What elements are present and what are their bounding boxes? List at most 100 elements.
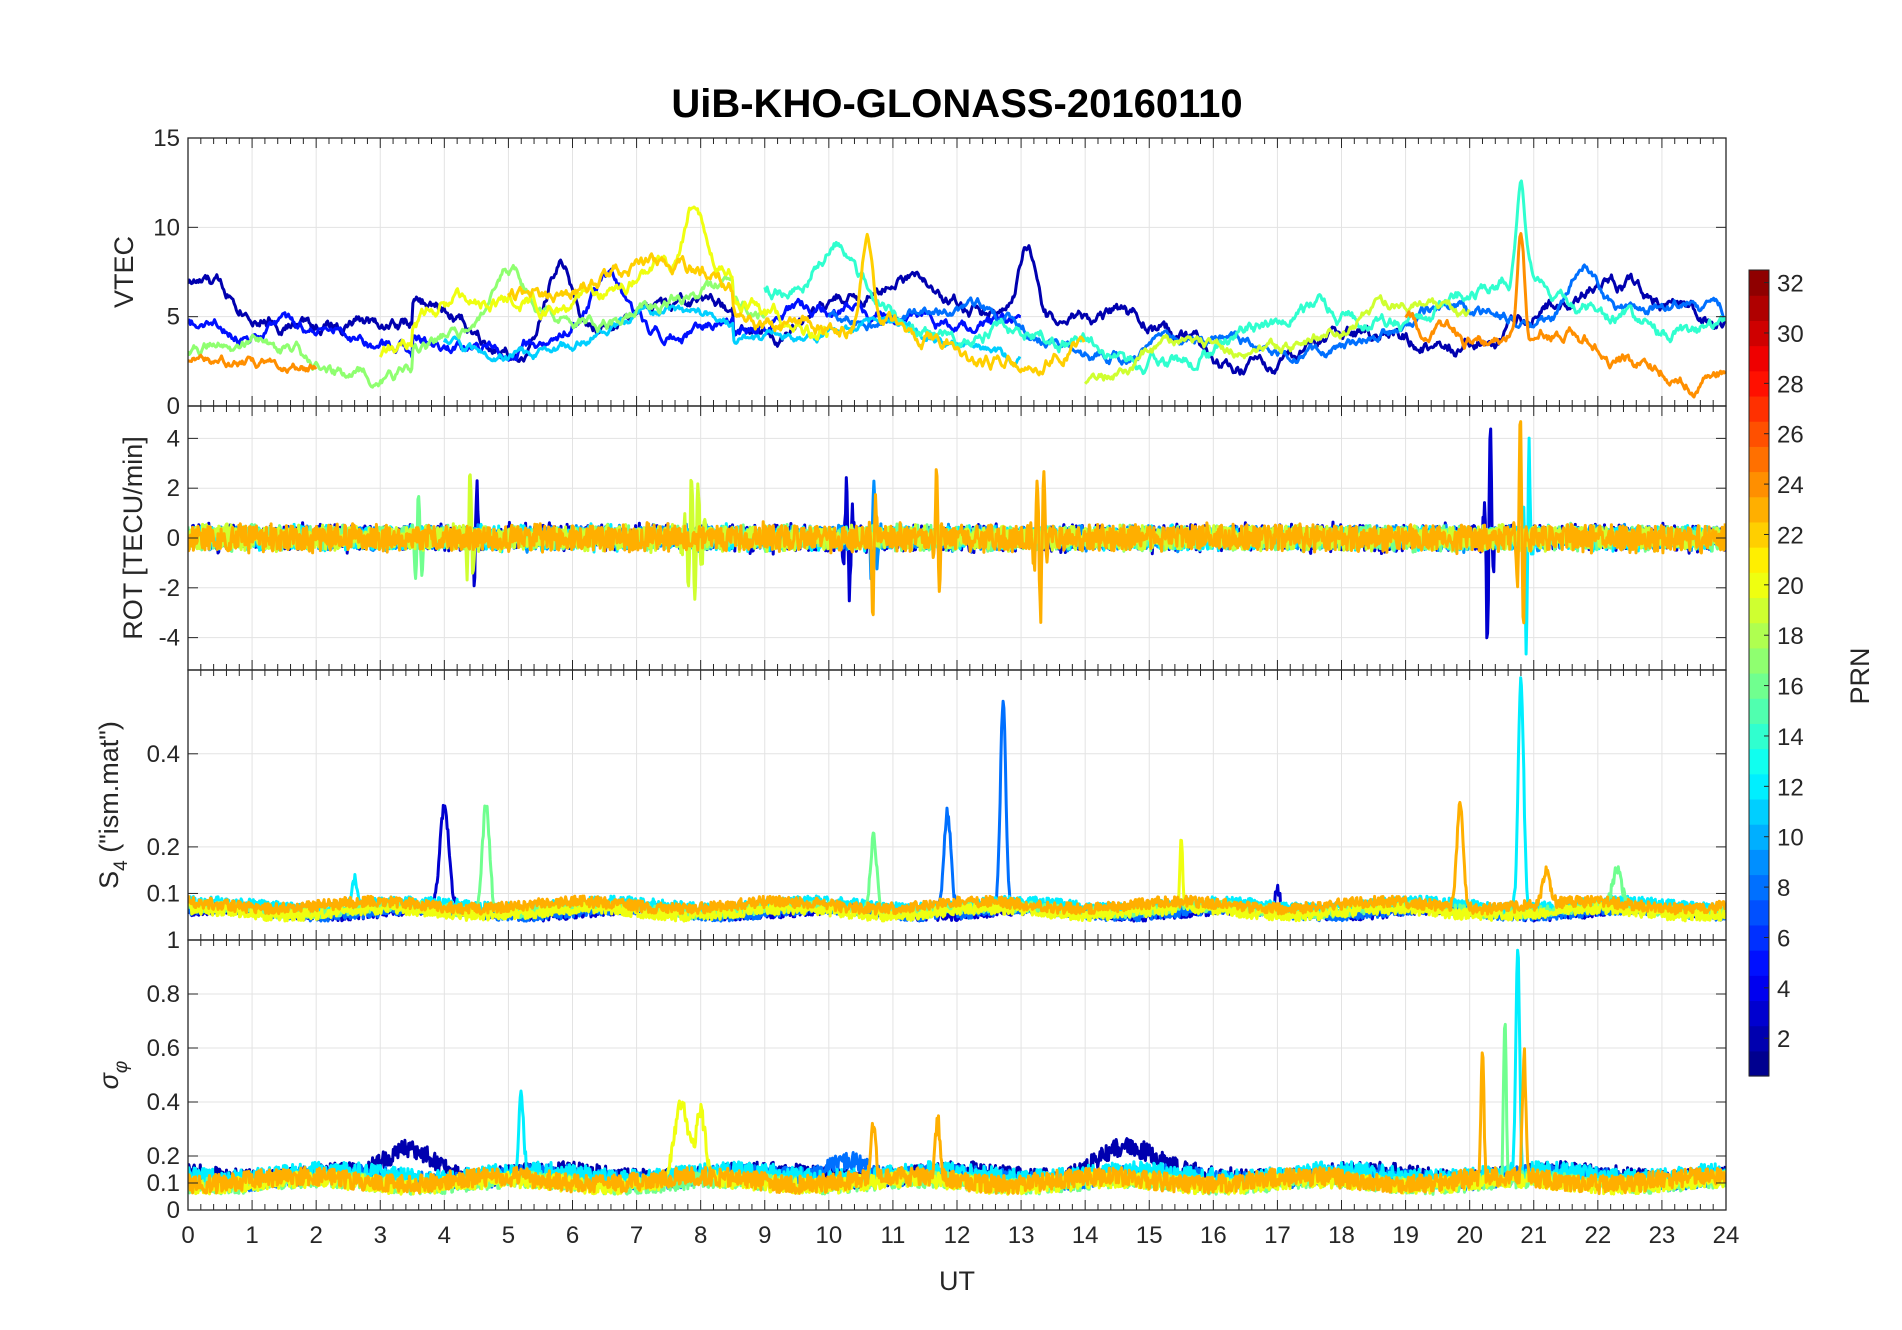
colorbar-cell: [1749, 773, 1769, 800]
colorbar-tick-label: 4: [1777, 976, 1790, 1003]
panel-sigma: 00.10.2 0.4 0.6 0.8 1 σφ: [94, 927, 1727, 1224]
y-tick-label: 15: [153, 125, 180, 152]
panel-rot: -4 -2 0 2 4 ROT [TECU/min]: [118, 405, 1727, 671]
colorbar-cell: [1749, 421, 1769, 447]
series-prn-23: [188, 800, 1726, 916]
colorbar-tick-label: 26: [1777, 422, 1804, 449]
x-tick-label: 16: [1200, 1222, 1227, 1249]
colorbar-tick-label: 32: [1777, 271, 1804, 298]
y-tick-label: 0: [167, 525, 180, 552]
colorbar-cell: [1749, 824, 1769, 850]
series-prn-20: [378, 205, 830, 358]
y-tick-label: 10: [153, 214, 180, 241]
colorbar-cell: [1749, 270, 1769, 296]
panel-sigma-ticks: [187, 939, 1727, 1211]
y-tick-label: 0.6: [147, 1035, 180, 1062]
colorbar-cell: [1749, 395, 1769, 422]
colorbar-tick-label: 20: [1777, 573, 1804, 600]
colorbar-cell: [1749, 471, 1769, 498]
y-tick-label: -4: [159, 625, 180, 652]
panel-s4-ticks: [187, 670, 1727, 940]
colorbar-tick-label: 12: [1777, 774, 1804, 801]
colorbar-tick-label: 8: [1777, 875, 1790, 902]
colorbar-tick-label: 10: [1777, 825, 1804, 852]
colorbar-cell: [1749, 1050, 1769, 1077]
y-tick-label: 2: [167, 475, 180, 502]
colorbar-tick-label: 18: [1777, 623, 1804, 650]
colorbar-cell: [1749, 345, 1769, 372]
colorbar-cell: [1749, 446, 1769, 473]
x-tick-label: 14: [1072, 1222, 1099, 1249]
panel-rot-ylabel: ROT [TECU/min]: [118, 436, 148, 640]
colorbar-cell: [1749, 597, 1769, 624]
panel-s4: 0.1 0.2 0.4 S4 ("ism.mat"): [94, 669, 1727, 941]
x-tick-label: 20: [1456, 1222, 1483, 1249]
y-tick-label: 0.1: [147, 880, 180, 907]
x-tick-label: 22: [1584, 1222, 1611, 1249]
series-prn-23: [188, 1047, 1726, 1196]
x-tick-label: 4: [438, 1222, 451, 1249]
y-tick-label: 0.8: [147, 981, 180, 1008]
y-tick-label: -2: [159, 575, 180, 602]
panel-rot-ticks: [187, 406, 1727, 670]
colorbar-tick-label: 30: [1777, 321, 1804, 348]
series-prn-23: [188, 420, 1726, 625]
x-tick-label: 12: [944, 1222, 971, 1249]
colorbar-cell: [1749, 295, 1769, 321]
x-tick-label: 23: [1649, 1222, 1676, 1249]
colorbar-cell: [1749, 1000, 1769, 1027]
x-tick-label: 6: [566, 1222, 579, 1249]
x-tick-label: 15: [1136, 1222, 1163, 1249]
colorbar-tick-label: 16: [1777, 674, 1804, 701]
x-tick-label: 9: [758, 1222, 771, 1249]
colorbar-cell: [1749, 723, 1769, 750]
series-prn-22: [507, 232, 1086, 377]
panel-sigma-ylabel: σφ: [94, 1061, 132, 1090]
x-tick-label: 3: [374, 1222, 387, 1249]
y-tick-label: 5: [167, 304, 180, 331]
chart-title: UiB-KHO-GLONASS-20160110: [671, 82, 1242, 126]
series-prn-17: [188, 264, 766, 389]
colorbar-cell: [1749, 673, 1769, 699]
colorbar-cell: [1749, 496, 1769, 523]
colorbar-cell: [1749, 521, 1769, 548]
panel-rot-series: [188, 420, 1726, 656]
panel-vtec-ticks: [187, 137, 1727, 407]
x-tick-label: 1: [245, 1222, 258, 1249]
y-tick-label: 0.4: [147, 741, 180, 768]
panel-s4-series: [188, 676, 1726, 923]
colorbar-tick-label: 22: [1777, 522, 1804, 549]
series-prn-2: [188, 244, 1726, 376]
x-tick-label: 7: [630, 1222, 643, 1249]
colorbar-tick-label: 28: [1777, 371, 1804, 398]
y-tick-label: 0: [167, 1197, 180, 1224]
series-prn-20: [188, 838, 1726, 923]
panel-sigma-series: [188, 948, 1726, 1196]
y-tick-label: 0.2: [147, 1143, 180, 1170]
colorbar-cell: [1749, 320, 1769, 347]
colorbar-cell: [1749, 698, 1769, 724]
y-tick-label: 0.2: [147, 834, 180, 861]
colorbar-cell: [1749, 798, 1769, 825]
x-tick-label: 8: [694, 1222, 707, 1249]
colorbar-cell: [1749, 950, 1769, 976]
colorbar-cell: [1749, 849, 1769, 876]
colorbar-cell: [1749, 748, 1769, 775]
series-prn-24: [1404, 232, 1726, 399]
x-tick-label: 19: [1392, 1222, 1419, 1249]
x-tick-label: 18: [1328, 1222, 1355, 1249]
x-tick-label: 17: [1264, 1222, 1291, 1249]
panel-vtec: 0 5 10 15 VTEC: [109, 125, 1727, 420]
panel-s4-ylabel: S4 ("ism.mat"): [94, 721, 132, 889]
y-tick-label: 0.4: [147, 1089, 180, 1116]
colorbar-cell: [1749, 874, 1769, 901]
series-prn-24: [188, 353, 318, 374]
x-tick-label: 0: [181, 1222, 194, 1249]
panel-vtec-ylabel: VTEC: [109, 236, 139, 308]
colorbar-cell: [1749, 547, 1769, 573]
x-tick-label: 5: [502, 1222, 515, 1249]
x-tick-label: 2: [309, 1222, 322, 1249]
